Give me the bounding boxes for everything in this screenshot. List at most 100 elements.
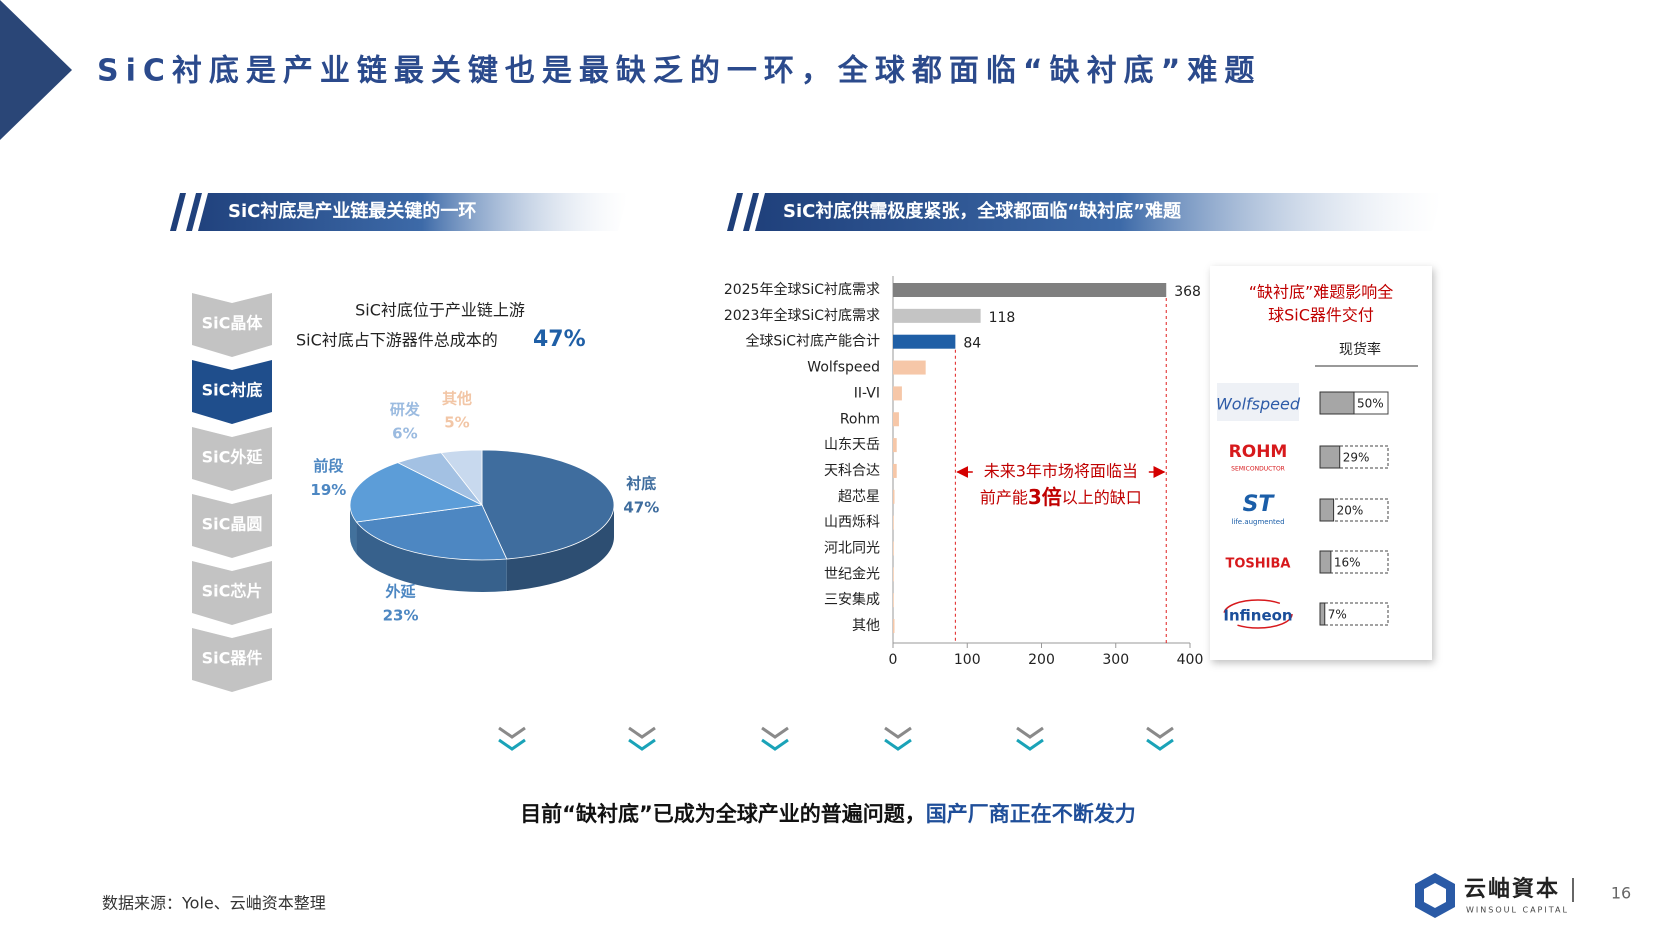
pie-value-label: 5% — [444, 414, 469, 432]
conclusion-text: 目前“缺衬底”已成为全球产业的普遍问题， — [520, 802, 926, 826]
pie-value-label: 47% — [623, 499, 659, 517]
section-title: SiC衬底供需极度紧张，全球都面临“缺衬底”难题 — [783, 200, 1182, 222]
bar — [893, 283, 1167, 297]
down-chevron — [884, 738, 912, 751]
down-chevron — [1016, 726, 1044, 739]
pie-slice — [481, 449, 615, 560]
pie-value-label: 6% — [392, 424, 417, 442]
rate-title: 球SiC器件交付 — [1268, 306, 1374, 325]
chain-label: SiC晶体 — [202, 314, 264, 333]
bar — [893, 489, 895, 504]
bar — [893, 386, 902, 401]
pie-chart: 衬底 47% 外延 23% 前段 19% 研发 6% 其他 5% — [310, 390, 659, 625]
down-arrows — [498, 726, 1174, 751]
pie-value-label: 19% — [310, 481, 346, 499]
down-chevron — [498, 726, 526, 739]
logo-text: ROHM — [1229, 442, 1288, 462]
bar — [893, 334, 956, 349]
brand-tagline: WINSOUL CAPITAL — [1466, 906, 1569, 915]
header-bar — [727, 193, 1442, 231]
chain-step — [192, 293, 272, 357]
pie-value-label: 23% — [383, 606, 419, 624]
logo-caption: SEMICONDUCTOR — [1231, 466, 1285, 473]
pie-note: SiC衬底位于产业链上游 — [355, 301, 525, 320]
category-label: 2025年全球SiC衬底需求 — [724, 281, 880, 298]
pie-slice-side — [506, 505, 614, 592]
logo-bg — [1217, 383, 1299, 421]
page-number: 16 — [1611, 884, 1631, 903]
bar — [893, 593, 894, 608]
x-tick-label: 200 — [1028, 652, 1055, 668]
rate-bar — [1319, 445, 1341, 469]
category-label: 山西烁科 — [824, 515, 880, 531]
annotation-part: 前产能 — [980, 488, 1028, 507]
bar — [893, 412, 899, 427]
rate-bar — [1319, 391, 1355, 415]
category-label: 全球SiC衬底产能合计 — [745, 333, 880, 350]
bar — [893, 567, 894, 582]
conclusion-highlight: 国产厂商正在不断发力 — [926, 802, 1136, 826]
down-chevron — [628, 738, 656, 751]
x-tick-label: 0 — [889, 652, 898, 668]
category-label: 2023年全球SiC衬底需求 — [724, 307, 880, 324]
logo-ring — [1223, 599, 1293, 629]
chain-step — [192, 427, 272, 491]
pie-slice — [349, 462, 484, 523]
annotation-part: 3倍 — [1028, 485, 1062, 509]
header-bar — [170, 193, 628, 231]
header-stripe — [192, 193, 208, 231]
chain-label: SiC外延 — [202, 448, 264, 467]
category-label: 天科合达 — [824, 463, 880, 479]
category-label: 河北同光 — [824, 541, 880, 557]
category-label: II-VI — [854, 385, 880, 401]
rate-bar — [1319, 550, 1332, 574]
rate-label: 7% — [1328, 608, 1347, 622]
logo-text: Infineon — [1223, 607, 1292, 625]
pie-slice-side — [350, 505, 357, 554]
rate-bar — [1319, 602, 1326, 626]
conclusion: 目前“缺衬底”已成为全球产业的普遍问题，国产厂商正在不断发力 — [520, 802, 1136, 826]
value-label: 368 — [1174, 284, 1201, 300]
bar — [893, 463, 897, 478]
brand-logo: 云岫資本 WINSOUL CAPITAL — [1415, 873, 1574, 918]
annotation: 前产能3倍以上的缺口 — [980, 485, 1142, 509]
bar — [893, 308, 981, 323]
pie-slice — [355, 504, 508, 561]
down-chevron — [1146, 726, 1174, 739]
column-label: 现货率 — [1339, 341, 1381, 358]
value-chain: SiC晶体 SiC衬底 SiC外延 SiC晶圆 SiC芯片 SiC器件 — [192, 293, 272, 692]
category-label: Wolfspeed — [807, 360, 880, 376]
category-label: 超芯星 — [838, 489, 880, 505]
chain-label: SiC芯片 — [202, 582, 263, 601]
rate-label: 20% — [1337, 504, 1364, 518]
bar — [893, 438, 897, 453]
rate-label: 50% — [1357, 397, 1384, 411]
category-label: 世纪金光 — [824, 566, 880, 582]
chain-label: SiC器件 — [202, 649, 263, 668]
x-tick-label: 300 — [1102, 652, 1129, 668]
bar-chart: 0 100 200 300 400 2025年全球SiC衬底需求 368 2023年全球SiC… — [724, 276, 1204, 668]
header-stripe — [749, 193, 765, 231]
pie-highlight: 47% — [533, 327, 586, 352]
rate-label: 16% — [1334, 556, 1361, 570]
chain-step — [192, 360, 272, 424]
chain-step — [192, 628, 272, 692]
annotation-part: 以上的缺口 — [1062, 488, 1142, 507]
category-label: 三安集成 — [824, 591, 880, 608]
pie-label: 其他 — [442, 390, 472, 408]
corner-triangle — [0, 0, 72, 140]
value-label: 84 — [963, 336, 981, 352]
pie-label: 衬底 — [626, 475, 656, 493]
logo-caption: life.augmented — [1231, 518, 1284, 526]
brand-mark-inner — [1424, 883, 1446, 908]
x-tick-label: 400 — [1177, 652, 1204, 668]
down-chevron — [498, 738, 526, 751]
page-title: SiC衬底是产业链最关键也是最缺乏的一环，全球都面临“缺衬底”难题 — [97, 54, 1261, 89]
section-title: SiC衬底是产业链最关键的一环 — [228, 200, 476, 222]
rate-bar — [1319, 498, 1335, 522]
bar — [893, 515, 894, 530]
logo-text: Wolfspeed — [1216, 395, 1301, 414]
